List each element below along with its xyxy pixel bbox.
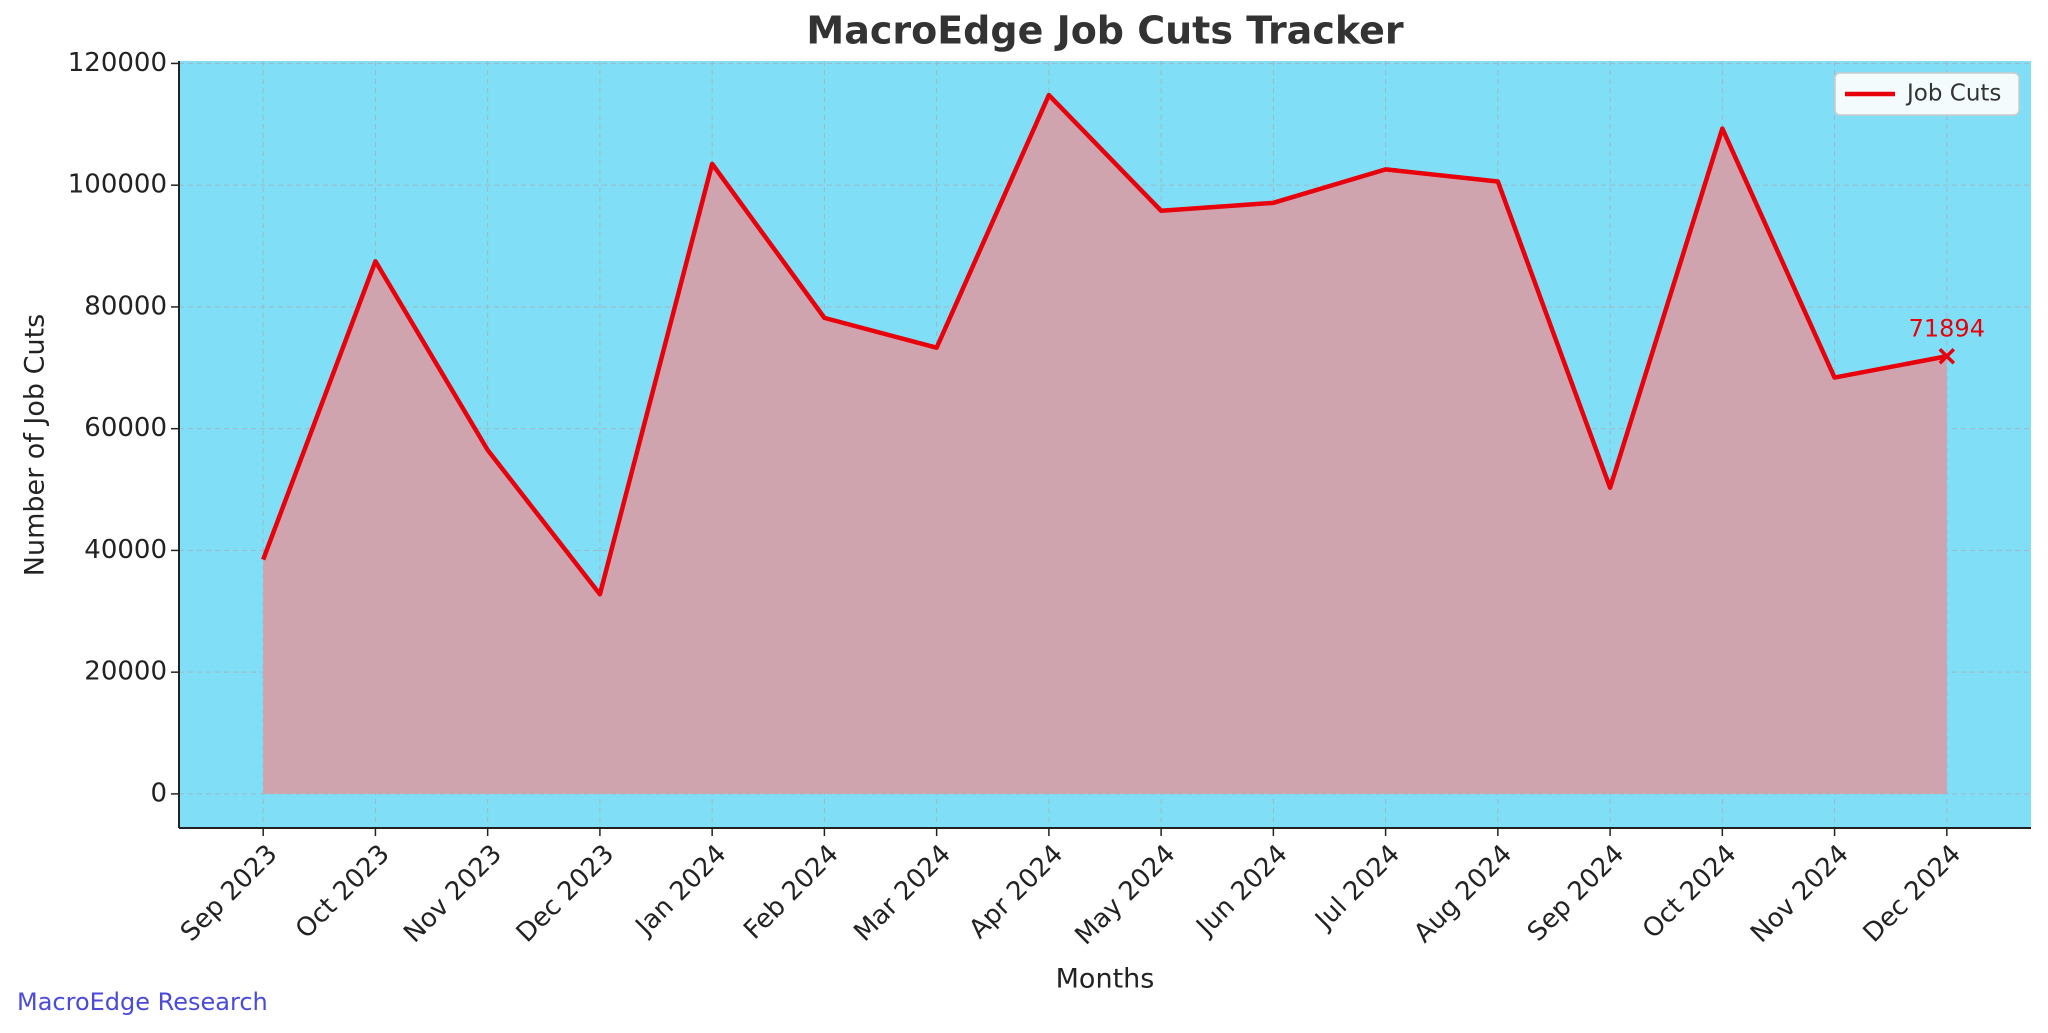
x-tick-label: Nov 2023 <box>398 839 508 949</box>
y-tick-label: 40000 <box>84 535 167 565</box>
data-label: 71894 <box>1909 314 1985 342</box>
x-tick-label: Jul 2024 <box>1308 839 1405 936</box>
y-tick-label: 0 <box>150 778 167 808</box>
legend-box <box>1834 72 2020 116</box>
line <box>261 92 1948 597</box>
y-tick-label: 60000 <box>84 413 167 443</box>
x-tick-label: Aug 2024 <box>1408 839 1518 949</box>
x-tick-label: Oct 2024 <box>1637 839 1743 945</box>
x-tick-label: Sep 2024 <box>1522 839 1630 947</box>
x-tick-label: May 2024 <box>1070 839 1182 951</box>
area <box>263 95 1947 794</box>
x-tick-label: Dec 2023 <box>511 839 620 948</box>
y-tick-label: 120000 <box>68 48 167 78</box>
x-axis-label: Months <box>1056 964 1155 995</box>
marker <box>1938 348 1956 365</box>
x-tick-label: Apr 2024 <box>963 839 1069 945</box>
x-tick-label: Mar 2024 <box>848 839 957 948</box>
chart-title: MacroEdge Job Cuts Tracker <box>806 9 1403 53</box>
y-tick-label: 20000 <box>84 657 167 687</box>
x-tick-label: Sep 2023 <box>175 839 283 947</box>
x-tick-label: Jan 2024 <box>629 839 733 943</box>
legend-label: Job Cuts <box>1905 81 2001 107</box>
y-tick-label: 80000 <box>84 291 167 321</box>
x-tick-label: Nov 2024 <box>1745 839 1855 949</box>
y-axis-label: Number of Job Cuts <box>20 314 51 576</box>
x-tick-label: Oct 2023 <box>290 839 396 945</box>
legend: Job Cuts <box>1834 72 2020 116</box>
y-tick-label: 100000 <box>68 170 167 200</box>
watermark: MacroEdge Research <box>17 988 268 1016</box>
x-tick-label: Dec 2024 <box>1858 839 1967 948</box>
x-tick-label: Feb 2024 <box>738 839 844 945</box>
x-tick-label: Jun 2024 <box>1190 839 1294 943</box>
